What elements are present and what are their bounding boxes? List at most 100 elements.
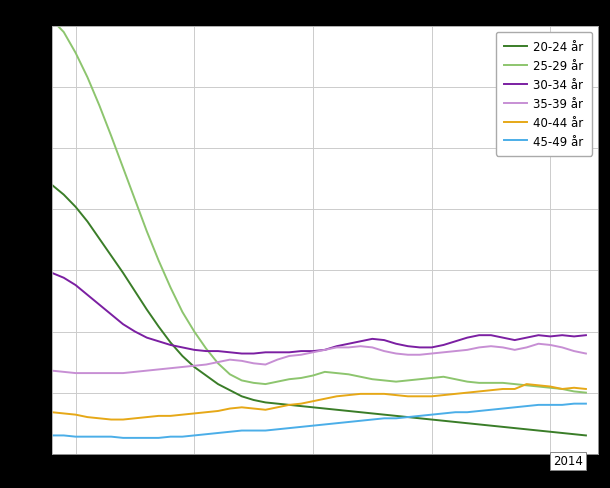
- 30-34 år: [274, 349, 281, 355]
- 20-24 år: [499, 424, 506, 430]
- 45-49 år: [285, 425, 293, 431]
- 25-29 år: [120, 165, 127, 171]
- 20-24 år: [333, 407, 340, 413]
- 35-39 år: [381, 348, 388, 354]
- 35-39 år: [309, 349, 317, 355]
- Line: 30-34 år: 30-34 år: [52, 273, 586, 354]
- 30-34 år: [464, 335, 471, 341]
- 20-24 år: [511, 425, 518, 431]
- 25-29 år: [547, 385, 554, 391]
- 25-29 år: [179, 309, 186, 315]
- 45-49 år: [250, 427, 257, 433]
- 25-29 år: [570, 388, 578, 394]
- 25-29 år: [583, 390, 590, 396]
- 35-39 år: [107, 370, 115, 376]
- 35-39 år: [428, 351, 436, 357]
- 25-29 år: [464, 379, 471, 385]
- 25-29 år: [487, 380, 495, 386]
- 30-34 år: [285, 349, 293, 355]
- 45-49 år: [321, 422, 329, 427]
- 35-39 år: [547, 343, 554, 348]
- 35-39 år: [404, 352, 412, 358]
- 30-34 år: [250, 351, 257, 357]
- 20-24 år: [428, 417, 436, 423]
- 40-44 år: [214, 408, 221, 414]
- 25-29 år: [203, 346, 210, 352]
- 35-39 år: [190, 363, 198, 369]
- 20-24 år: [559, 430, 566, 436]
- 35-39 år: [84, 370, 91, 376]
- 35-39 år: [298, 352, 305, 358]
- 25-29 år: [155, 258, 162, 264]
- 45-49 år: [309, 423, 317, 429]
- 30-34 år: [357, 339, 364, 345]
- 20-24 år: [250, 397, 257, 403]
- 45-49 år: [167, 434, 174, 440]
- 40-44 år: [203, 409, 210, 415]
- 35-39 år: [285, 353, 293, 359]
- 25-29 år: [226, 372, 234, 378]
- 30-34 år: [547, 334, 554, 340]
- 40-44 år: [190, 411, 198, 417]
- 25-29 år: [143, 229, 151, 235]
- 40-44 år: [404, 393, 412, 399]
- 25-29 år: [559, 386, 566, 392]
- 20-24 år: [452, 419, 459, 425]
- 40-44 år: [96, 415, 103, 421]
- 25-29 år: [274, 379, 281, 385]
- 45-49 år: [60, 432, 67, 438]
- 25-29 år: [535, 384, 542, 389]
- 45-49 år: [48, 432, 56, 438]
- 20-24 år: [440, 418, 447, 424]
- Text: 2014: 2014: [553, 454, 583, 468]
- 40-44 år: [475, 388, 483, 394]
- 30-34 år: [96, 302, 103, 308]
- 45-49 år: [475, 408, 483, 414]
- 25-29 år: [345, 372, 352, 378]
- 20-24 år: [143, 307, 151, 313]
- 45-49 år: [535, 402, 542, 408]
- 30-34 år: [203, 348, 210, 354]
- 25-29 år: [214, 361, 221, 366]
- 30-34 år: [499, 335, 506, 341]
- 20-24 år: [416, 415, 423, 421]
- 20-24 år: [190, 364, 198, 370]
- 40-44 år: [392, 392, 400, 398]
- 35-39 år: [499, 345, 506, 350]
- Line: 25-29 år: 25-29 år: [52, 20, 586, 393]
- 45-49 år: [131, 435, 138, 441]
- 35-39 år: [570, 348, 578, 354]
- 35-39 år: [48, 368, 56, 374]
- 20-24 år: [570, 431, 578, 437]
- 25-29 år: [475, 380, 483, 386]
- 20-24 år: [523, 427, 530, 432]
- 30-34 år: [238, 351, 245, 357]
- 40-44 år: [107, 417, 115, 423]
- 40-44 år: [583, 386, 590, 392]
- 20-24 år: [298, 403, 305, 409]
- 35-39 år: [452, 348, 459, 354]
- 30-34 år: [190, 347, 198, 353]
- Line: 20-24 år: 20-24 år: [52, 185, 586, 435]
- 25-29 år: [285, 377, 293, 383]
- 40-44 år: [357, 391, 364, 397]
- 45-49 år: [333, 421, 340, 427]
- 20-24 år: [392, 413, 400, 419]
- 25-29 år: [404, 378, 412, 384]
- 45-49 år: [416, 413, 423, 419]
- 20-24 år: [309, 405, 317, 410]
- 20-24 år: [120, 270, 127, 276]
- 35-39 år: [155, 367, 162, 373]
- 40-44 år: [416, 393, 423, 399]
- 40-44 år: [570, 385, 578, 391]
- 40-44 år: [120, 417, 127, 423]
- 20-24 år: [155, 324, 162, 330]
- 25-29 år: [333, 370, 340, 376]
- 40-44 år: [179, 412, 186, 418]
- 40-44 år: [155, 413, 162, 419]
- 20-24 år: [60, 192, 67, 198]
- 45-49 år: [238, 427, 245, 433]
- 45-49 år: [190, 432, 198, 438]
- 20-24 år: [368, 411, 376, 417]
- 30-34 år: [523, 335, 530, 341]
